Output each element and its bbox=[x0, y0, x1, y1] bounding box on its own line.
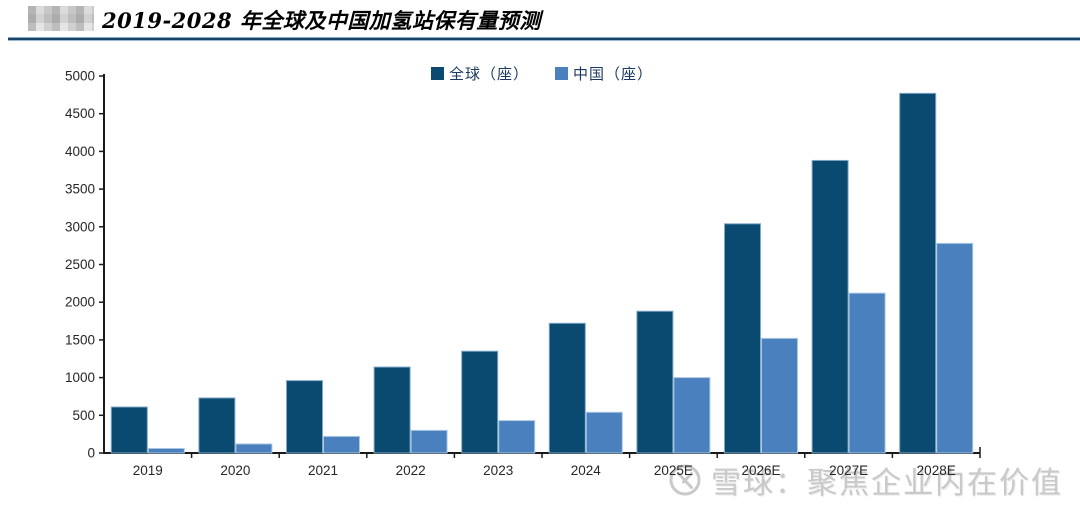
legend-label: 全球（座） bbox=[448, 65, 529, 83]
y-tick-label: 1000 bbox=[65, 370, 95, 385]
bar-china-2025E bbox=[673, 377, 711, 454]
bar-china-2026E bbox=[761, 337, 798, 454]
y-tick-label: 3500 bbox=[65, 182, 95, 197]
legend-label: 中国（座） bbox=[573, 65, 654, 83]
xueqiu-logo-icon bbox=[669, 464, 701, 496]
bar-global-2021 bbox=[286, 380, 323, 454]
bar-china-2020 bbox=[235, 443, 273, 454]
bar-global-2026E bbox=[724, 223, 761, 454]
legend-item-global: 全球（座） bbox=[430, 63, 529, 84]
watermark: 雪球：聚焦企业内在价值 bbox=[668, 458, 1063, 502]
x-axis-label: 2025E bbox=[654, 463, 693, 478]
y-tick-label: 4000 bbox=[65, 144, 95, 159]
bar-global-2023 bbox=[461, 350, 499, 454]
chart-legend: 全球（座） 中国（座） bbox=[104, 63, 980, 84]
x-axis-label: 2019 bbox=[133, 463, 163, 478]
bar-china-2024 bbox=[585, 411, 623, 454]
bar-global-2024 bbox=[548, 322, 586, 454]
y-tick-label: 1500 bbox=[65, 332, 95, 347]
title-divider bbox=[8, 37, 1080, 41]
y-tick-label: 5000 bbox=[65, 69, 95, 84]
y-tick-label: 3000 bbox=[65, 219, 95, 234]
bar-china-2028E bbox=[936, 242, 974, 454]
bar-global-2022 bbox=[373, 366, 411, 454]
bar-global-2020 bbox=[198, 397, 236, 454]
bar-china-2023 bbox=[498, 420, 536, 454]
x-axis-label: 2023 bbox=[483, 463, 513, 478]
bar-global-2025E bbox=[636, 310, 674, 454]
x-axis-label: 2028E bbox=[917, 463, 956, 478]
bar-global-2027E bbox=[811, 159, 849, 454]
redacted-logo bbox=[28, 6, 94, 31]
bar-china-2022 bbox=[410, 429, 448, 454]
legend-swatch-china bbox=[555, 67, 568, 80]
x-axis-label: 2021 bbox=[308, 463, 338, 478]
watermark-text: 雪球：聚焦企业内在价值 bbox=[711, 466, 1063, 501]
y-tick-label: 500 bbox=[72, 408, 95, 423]
x-axis-label: 2022 bbox=[396, 463, 426, 478]
bar-china-2027E bbox=[848, 292, 886, 454]
y-tick-label: 2500 bbox=[65, 257, 95, 272]
bar-global-2028E bbox=[899, 92, 937, 454]
y-tick-label: 2000 bbox=[65, 295, 95, 310]
x-axis-label: 2027E bbox=[829, 463, 868, 478]
bar-global-2019 bbox=[110, 406, 148, 454]
page-title: 2019-2028 年全球及中国加氢站保有量预测 bbox=[102, 8, 541, 33]
x-axis-label: 2024 bbox=[571, 463, 602, 478]
legend-item-china: 中国（座） bbox=[555, 63, 653, 84]
y-tick-label: 4500 bbox=[65, 106, 95, 121]
chart-axis-labels: 0 500 1000 1500 2000 2500 3000 3500 4000 4500 5000… bbox=[65, 69, 956, 479]
x-axis-label: 2020 bbox=[220, 463, 250, 478]
bar-china-2021 bbox=[323, 435, 360, 454]
bar-china-2019 bbox=[147, 447, 185, 454]
y-tick-label: 0 bbox=[87, 446, 95, 461]
chart-bars bbox=[110, 92, 974, 454]
x-axis-label: 2026E bbox=[741, 463, 780, 478]
legend-swatch-global bbox=[430, 67, 444, 80]
